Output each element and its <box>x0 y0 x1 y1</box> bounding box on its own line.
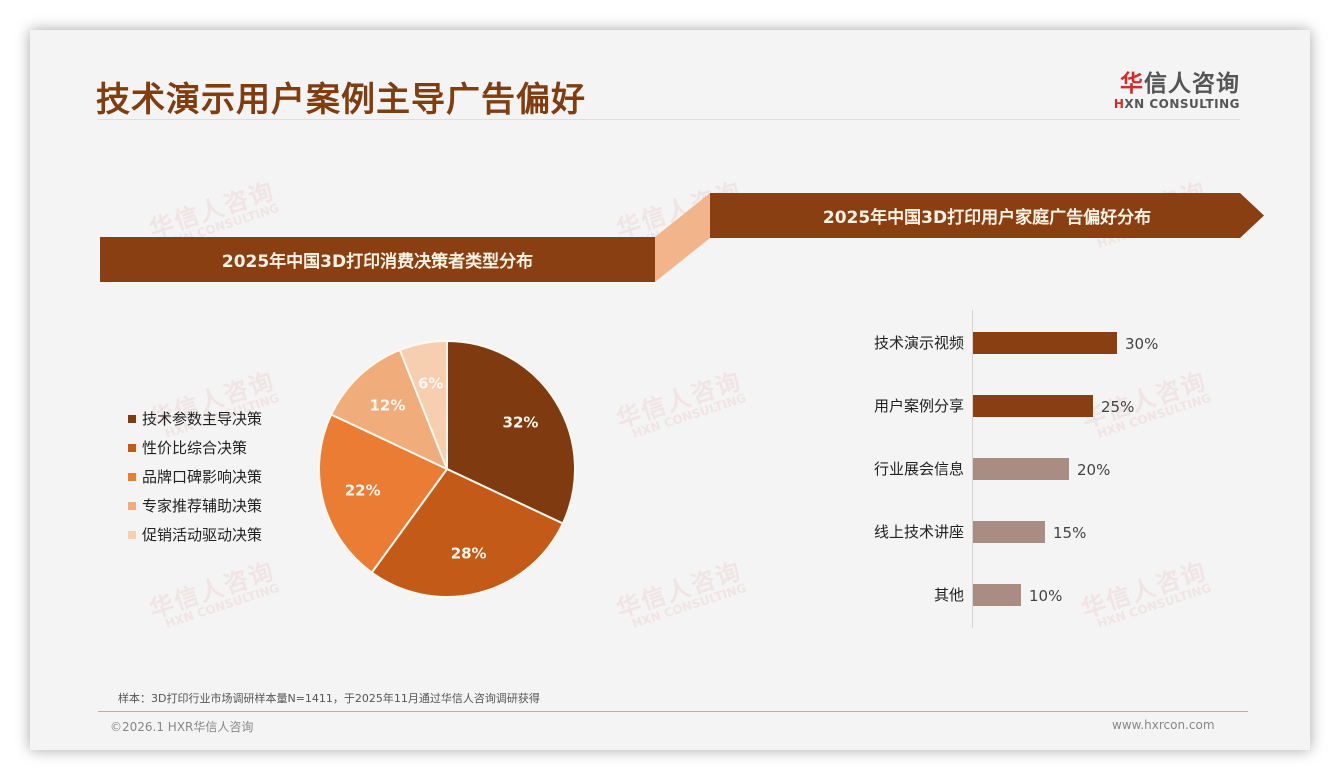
copyright: ©2026.1 HXR华信人咨询 <box>110 720 254 734</box>
bar-chart-banner: 2025年中国3D打印用户家庭广告偏好分布 <box>710 193 1264 238</box>
pie-slice <box>446 339 576 525</box>
bar-value: 20% <box>1077 461 1111 479</box>
bar-value: 25% <box>1101 398 1135 416</box>
legend-item: 品牌口碑影响决策 <box>128 462 262 491</box>
bar-value: 15% <box>1053 524 1087 542</box>
pie-slice-label: 6% <box>418 375 443 393</box>
pie-slice <box>398 339 448 470</box>
pie-legend: 技术参数主导决策 性价比综合决策 品牌口碑影响决策 专家推荐辅助决策 促销活动驱… <box>128 404 262 549</box>
bar-label: 其他 <box>933 586 964 604</box>
bar <box>973 395 1093 417</box>
bar <box>973 584 1021 606</box>
bar-label: 技术演示视频 <box>873 334 964 352</box>
pie-slice <box>329 348 449 471</box>
pie-chart: 32% 28% 22% 12% 6% <box>318 339 576 598</box>
legend-swatch <box>128 501 136 510</box>
legend-item: 专家推荐辅助决策 <box>128 491 262 520</box>
bar-chart: 技术演示视频 30% 用户案例分享 25% 行业展会信息 20% 线上技术讲座 … <box>820 310 1280 630</box>
legend-item: 性价比综合决策 <box>128 433 262 462</box>
bar-row: 行业展会信息 20% <box>820 458 1280 480</box>
bar-row: 线上技术讲座 15% <box>820 521 1280 543</box>
legend-swatch <box>128 443 136 452</box>
bar-value: 30% <box>1125 335 1159 353</box>
pie-chart-banner: 2025年中国3D打印消费决策者类型分布 <box>100 237 655 282</box>
footer-divider <box>98 711 1248 712</box>
company-logo: 华信人咨询 HXN CONSULTING <box>1110 64 1240 111</box>
bar-row: 其他 10% <box>820 584 1280 606</box>
bar <box>973 521 1045 543</box>
bar-label: 线上技术讲座 <box>873 523 964 541</box>
logo-en: HXN CONSULTING <box>1113 97 1240 111</box>
sample-note: 样本：3D打印行业市场调研样本量N=1411，于2025年11月通过华信人咨询调… <box>118 692 540 705</box>
pie-slice-label: 32% <box>503 413 539 431</box>
pie-slice <box>370 467 565 598</box>
bar-label: 用户案例分享 <box>873 397 964 415</box>
title-divider <box>98 119 1240 120</box>
legend-item: 技术参数主导决策 <box>128 404 262 433</box>
pie-slice-label: 28% <box>451 544 487 562</box>
pie-slice-label: 12% <box>369 397 405 415</box>
banner-connector <box>655 193 710 282</box>
bar <box>973 332 1117 354</box>
bar-row: 技术演示视频 30% <box>820 332 1280 354</box>
pie-slice-label: 22% <box>345 482 381 500</box>
bar-value: 10% <box>1029 587 1063 605</box>
bar-chart-axis <box>972 310 973 628</box>
legend-item: 促销活动驱动决策 <box>128 520 262 549</box>
page-title: 技术演示用户案例主导广告偏好 <box>96 80 586 120</box>
legend-swatch <box>128 414 136 423</box>
legend-swatch <box>128 530 136 539</box>
legend-swatch <box>128 472 136 481</box>
bar-label: 行业展会信息 <box>873 460 964 478</box>
website-link[interactable]: www.hxrcon.com <box>1112 718 1215 732</box>
bar-row: 用户案例分享 25% <box>820 395 1280 417</box>
bar <box>973 458 1069 480</box>
logo-cn: 华信人咨询 <box>1120 71 1240 97</box>
